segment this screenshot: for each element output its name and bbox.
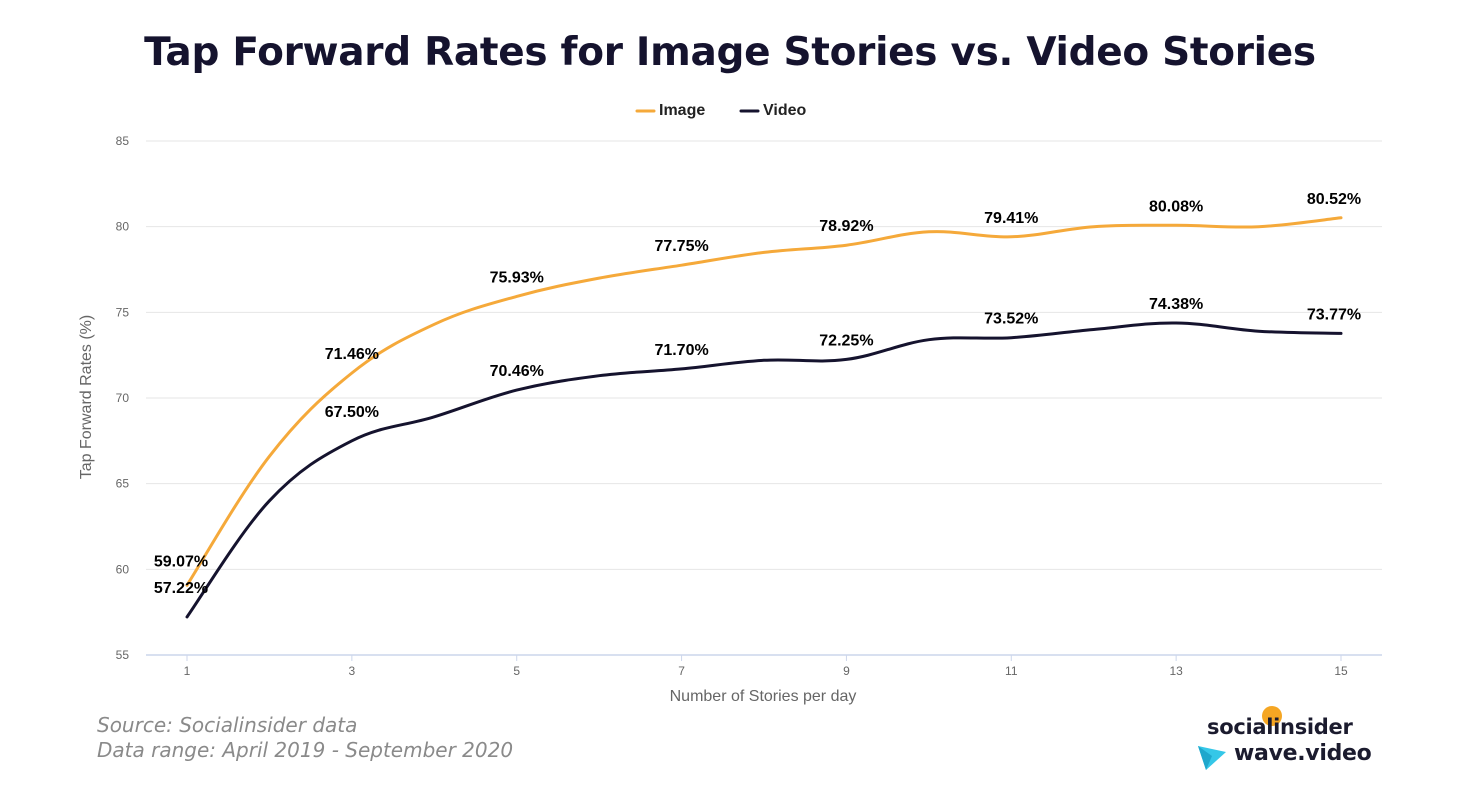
data-label-image: 80.08% <box>1149 198 1203 215</box>
data-label-image: 79.41% <box>984 210 1038 227</box>
data-label-image: 78.92% <box>819 218 873 235</box>
legend-item-video[interactable]: Video <box>739 102 807 119</box>
data-label-video: 72.25% <box>819 332 873 349</box>
data-label-image: 77.75% <box>654 238 708 255</box>
data-label-video: 67.50% <box>325 404 379 421</box>
y-tick-label: 80 <box>116 220 130 234</box>
y-tick-label: 85 <box>116 134 130 148</box>
socialinsider-logo-dot <box>1262 706 1282 726</box>
y-tick-label: 60 <box>116 562 130 576</box>
x-tick-label: 13 <box>1169 664 1183 678</box>
y-tick-label: 65 <box>116 477 130 491</box>
gridlines <box>146 140 1382 570</box>
legend-label-image: Image <box>659 102 705 119</box>
x-tick-label: 7 <box>678 664 685 678</box>
data-label-image: 71.46% <box>325 346 379 363</box>
data-label-image: 80.52% <box>1307 191 1361 208</box>
data-label-video: 73.77% <box>1307 306 1361 323</box>
legend-item-image[interactable]: Image <box>635 102 705 119</box>
x-tick-label: 9 <box>843 664 850 678</box>
x-tick-label: 3 <box>349 664 356 678</box>
socialinsider-logo: socialinsider <box>1207 715 1353 739</box>
y-tick-label: 70 <box>116 391 130 405</box>
series-lines <box>185 216 1343 619</box>
x-axis-title: Number of Stories per day <box>670 688 857 705</box>
y-tick-label: 55 <box>116 648 130 662</box>
data-label-video: 70.46% <box>490 363 544 380</box>
data-label-video: 57.22% <box>154 580 208 597</box>
data-range-note: Data range: April 2019 - September 2020 <box>97 738 514 762</box>
y-tick-label: 75 <box>116 305 130 319</box>
data-label-video: 74.38% <box>1149 296 1203 313</box>
x-tick-label: 1 <box>184 664 191 678</box>
data-labels: 59.07% 71.46% 75.93% 77.75% 78.92% 79.41% 80.0… <box>154 191 1361 597</box>
wave-video-logo: wave.video <box>1234 741 1372 766</box>
chart-title: Tap Forward Rates for Image Stories vs. … <box>144 30 1316 75</box>
data-label-video: 71.70% <box>654 342 708 359</box>
wave-video-logo-icon <box>1198 746 1226 770</box>
x-tick-label: 11 <box>1005 664 1018 678</box>
legend-label-video: Video <box>763 102 807 119</box>
x-tick-label: 5 <box>513 664 520 678</box>
legend[interactable]: Image Video <box>635 102 807 119</box>
data-label-image: 75.93% <box>490 269 544 286</box>
series-line-video <box>185 321 1343 619</box>
series-line-image <box>185 216 1343 587</box>
source-note: Source: Socialinsider data <box>97 713 358 737</box>
data-label-image: 59.07% <box>154 553 208 570</box>
y-axis-title: Tap Forward Rates (%) <box>78 315 95 480</box>
data-label-video: 73.52% <box>984 311 1038 328</box>
x-tick-label: 15 <box>1334 664 1348 678</box>
